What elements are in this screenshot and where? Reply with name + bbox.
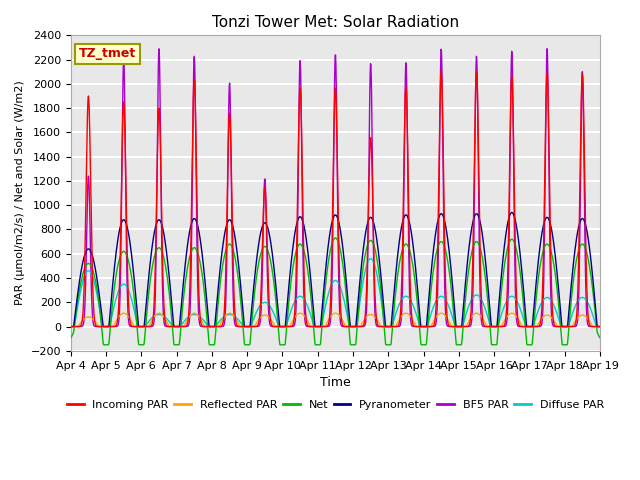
X-axis label: Time: Time [320,376,351,389]
Title: Tonzi Tower Met: Solar Radiation: Tonzi Tower Met: Solar Radiation [212,15,459,30]
Text: TZ_tmet: TZ_tmet [79,48,136,60]
Legend: Incoming PAR, Reflected PAR, Net, Pyranometer, BF5 PAR, Diffuse PAR: Incoming PAR, Reflected PAR, Net, Pyrano… [62,396,609,415]
Y-axis label: PAR (μmol/m2/s) / Net and Solar (W/m2): PAR (μmol/m2/s) / Net and Solar (W/m2) [15,81,25,305]
